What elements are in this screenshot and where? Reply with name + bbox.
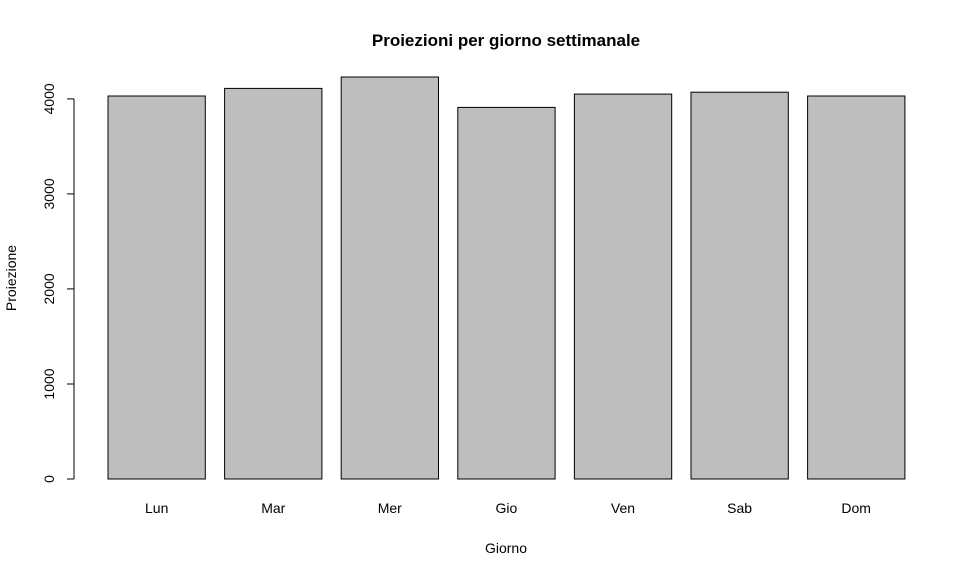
x-tick-labels: Lun Mar Mer Gio Ven Sab Dom (145, 500, 871, 516)
bar-dom (807, 95, 906, 480)
x-tick-label-gio: Gio (496, 500, 518, 516)
y-tick-label-2000: 2000 (41, 273, 57, 304)
bar-mer (340, 76, 440, 480)
y-tick-label-1000: 1000 (41, 368, 57, 399)
y-tick-label-0: 0 (41, 475, 57, 483)
x-tick-label-ven: Ven (611, 500, 635, 516)
bar-sab (690, 91, 789, 480)
x-tick-label-mer: Mer (378, 500, 402, 516)
y-tick-label-4000: 4000 (41, 83, 57, 114)
y-tick-label-3000: 3000 (41, 178, 57, 209)
x-tick-label-dom: Dom (841, 500, 871, 516)
y-axis-label: Proiezione (3, 245, 19, 311)
y-axis: 0 1000 2000 3000 4000 (41, 83, 75, 483)
bar-lun (107, 95, 206, 480)
bar-ven (573, 93, 673, 480)
x-tick-label-mar: Mar (261, 500, 285, 516)
bars-group (107, 76, 906, 480)
bar-gio (457, 106, 556, 480)
bar-mar (224, 87, 323, 480)
x-tick-label-lun: Lun (145, 500, 168, 516)
chart-title: Proiezioni per giorno settimanale (372, 31, 640, 50)
x-axis-label: Giorno (485, 540, 527, 556)
x-tick-label-sab: Sab (727, 500, 752, 516)
